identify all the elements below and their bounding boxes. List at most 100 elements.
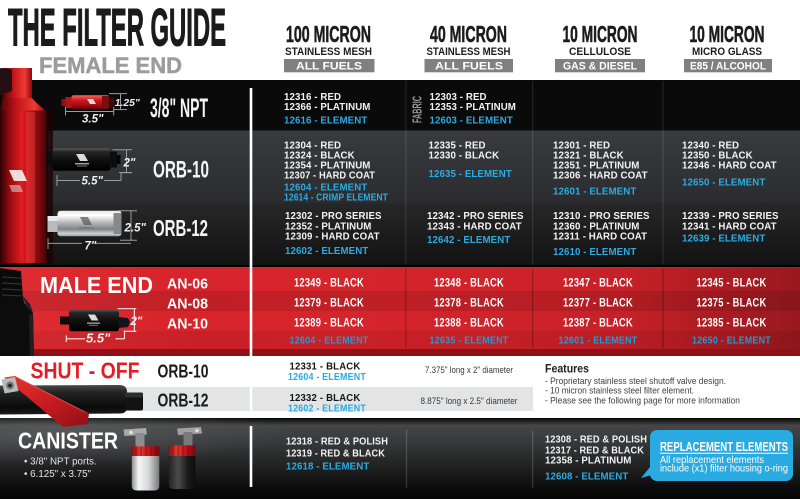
svg-text:12616 - ELEMENT: 12616 - ELEMENT [284, 116, 367, 127]
svg-text:12302 - PRO SERIES: 12302 - PRO SERIES [285, 211, 382, 222]
svg-text:12639 - ELEMENT: 12639 - ELEMENT [682, 234, 765, 245]
svg-text:ORB-12: ORB-12 [158, 391, 209, 411]
svg-text:2": 2" [123, 158, 136, 170]
svg-text:12348 - BLACK: 12348 - BLACK [434, 278, 504, 290]
svg-text:- 10 micron stainless steel fi: - 10 micron stainless steel filter eleme… [545, 385, 694, 396]
svg-text:12635 - ELEMENT: 12635 - ELEMENT [429, 169, 512, 180]
svg-text:ORB-10: ORB-10 [158, 362, 209, 382]
svg-text:Features: Features [545, 362, 589, 376]
svg-text:12350 - BLACK: 12350 - BLACK [682, 151, 753, 162]
svg-text:3.5": 3.5" [82, 114, 104, 126]
svg-text:12366 - PLATINUM: 12366 - PLATINUM [284, 102, 370, 113]
svg-text:12310 - PRO SERIES: 12310 - PRO SERIES [553, 211, 650, 222]
svg-text:12316 - RED: 12316 - RED [284, 92, 341, 103]
svg-text:2": 2" [130, 316, 143, 328]
svg-text:12317 - RED & BLACK: 12317 - RED & BLACK [545, 446, 644, 457]
svg-text:AN-10: AN-10 [167, 317, 208, 333]
svg-text:12378 - BLACK: 12378 - BLACK [434, 298, 504, 310]
svg-text:12635 - ELEMENT: 12635 - ELEMENT [430, 335, 509, 347]
svg-text:ALL FUELS: ALL FUELS [296, 61, 362, 73]
svg-text:12324 - BLACK: 12324 - BLACK [284, 151, 355, 162]
svg-text:12352 - PLATINUM: 12352 - PLATINUM [285, 221, 371, 232]
svg-text:12354 - PLATINUM: 12354 - PLATINUM [284, 161, 370, 172]
svg-text:7.375" long x 2" diameter: 7.375" long x 2" diameter [425, 365, 513, 375]
svg-text:12377 - BLACK: 12377 - BLACK [563, 298, 633, 310]
svg-text:12353 - PLATINUM: 12353 - PLATINUM [430, 102, 516, 113]
svg-text:12387 - BLACK: 12387 - BLACK [563, 318, 633, 330]
svg-text:1.25": 1.25" [115, 98, 140, 109]
svg-text:12602 - ELEMENT: 12602 - ELEMENT [288, 403, 366, 414]
svg-text:12608 - ELEMENT: 12608 - ELEMENT [545, 472, 628, 483]
svg-text:12342 - PRO SERIES: 12342 - PRO SERIES [427, 211, 524, 222]
svg-text:12335 - RED: 12335 - RED [429, 141, 486, 152]
svg-text:include (x1) filter housing o-: include (x1) filter housing o-ring [660, 464, 788, 475]
svg-text:7": 7" [85, 241, 97, 253]
svg-text:12340 - RED: 12340 - RED [682, 141, 739, 152]
svg-text:12349 - BLACK: 12349 - BLACK [294, 278, 364, 290]
svg-text:12358 - PLATINUM: 12358 - PLATINUM [545, 456, 631, 467]
svg-text:ALL FUELS: ALL FUELS [435, 61, 503, 73]
svg-text:12307 - HARD COAT: 12307 - HARD COAT [284, 171, 375, 182]
svg-text:MALE END: MALE END [40, 272, 153, 298]
svg-text:12601 - ELEMENT: 12601 - ELEMENT [559, 335, 638, 347]
svg-text:12309 - HARD COAT: 12309 - HARD COAT [285, 232, 380, 243]
svg-text:STAINLESS MESH: STAINLESS MESH [285, 46, 372, 58]
svg-text:12339 - PRO SERIES: 12339 - PRO SERIES [682, 211, 779, 222]
svg-text:12308 - RED & POLISH: 12308 - RED & POLISH [545, 435, 647, 446]
svg-text:12345 - BLACK: 12345 - BLACK [697, 278, 767, 290]
svg-text:E85 / ALCOHOL: E85 / ALCOHOL [690, 61, 766, 73]
svg-text:8.875" long x 2.5" diameter: 8.875" long x 2.5" diameter [421, 396, 518, 406]
svg-text:12385 - BLACK: 12385 - BLACK [697, 318, 767, 330]
svg-text:12319 - RED & BLACK: 12319 - RED & BLACK [286, 449, 385, 460]
svg-text:5.5": 5.5" [86, 331, 111, 346]
svg-text:AN-06: AN-06 [167, 277, 208, 293]
svg-text:12379 - BLACK: 12379 - BLACK [294, 298, 364, 310]
svg-text:12603 - ELEMENT: 12603 - ELEMENT [430, 116, 513, 127]
svg-text:12304 - RED: 12304 - RED [284, 141, 341, 152]
svg-text:12306 - HARD COAT: 12306 - HARD COAT [553, 171, 648, 182]
svg-text:12360 - PLATINUM: 12360 - PLATINUM [553, 221, 639, 232]
svg-text:40 MICRON: 40 MICRON [430, 21, 507, 47]
svg-text:12610 - ELEMENT: 12610 - ELEMENT [553, 247, 636, 258]
svg-text:10 MICRON: 10 MICRON [690, 21, 765, 47]
svg-text:FABRIC: FABRIC [411, 96, 425, 123]
svg-text:5.5": 5.5" [82, 176, 104, 188]
svg-text:2.5": 2.5" [124, 223, 147, 235]
svg-text:100 MICRON: 100 MICRON [286, 21, 371, 47]
svg-text:SHUT - OFF: SHUT - OFF [31, 358, 140, 384]
svg-text:12650 - ELEMENT: 12650 - ELEMENT [682, 178, 765, 189]
svg-text:3/8" NPT: 3/8" NPT [150, 93, 208, 123]
svg-text:GAS & DIESEL: GAS & DIESEL [563, 61, 637, 73]
svg-text:ORB-10: ORB-10 [153, 157, 209, 184]
svg-text:• 6.125" x 3.75": • 6.125" x 3.75" [24, 469, 92, 480]
svg-text:STAINLESS MESH: STAINLESS MESH [427, 46, 511, 58]
svg-text:12346 - HARD COAT: 12346 - HARD COAT [682, 161, 777, 172]
svg-text:12389 - BLACK: 12389 - BLACK [294, 318, 364, 330]
svg-text:MICRO GLASS: MICRO GLASS [692, 46, 762, 58]
svg-text:12601 - ELEMENT: 12601 - ELEMENT [553, 187, 636, 198]
svg-text:10 MICRON: 10 MICRON [563, 21, 638, 47]
svg-text:12341 - HARD COAT: 12341 - HARD COAT [682, 221, 777, 232]
svg-text:12332 - BLACK: 12332 - BLACK [290, 393, 361, 404]
svg-text:REPLACEMENT ELEMENTS: REPLACEMENT ELEMENTS [660, 439, 788, 454]
svg-text:12311 - HARD COAT: 12311 - HARD COAT [553, 232, 647, 243]
svg-text:• 3/8" NPT ports.: • 3/8" NPT ports. [24, 457, 97, 468]
svg-text:12604 - ELEMENT: 12604 - ELEMENT [290, 335, 369, 347]
svg-text:12321 - BLACK: 12321 - BLACK [553, 151, 624, 162]
svg-text:CELLULOSE: CELLULOSE [569, 46, 631, 58]
svg-text:12618 - ELEMENT: 12618 - ELEMENT [286, 462, 369, 473]
svg-text:AN-08: AN-08 [167, 297, 208, 313]
svg-text:12388 - BLACK: 12388 - BLACK [434, 318, 504, 330]
svg-text:12303 - RED: 12303 - RED [430, 92, 487, 103]
svg-text:12351 - PLATINUM: 12351 - PLATINUM [553, 161, 639, 172]
svg-text:12347 - BLACK: 12347 - BLACK [563, 278, 633, 290]
svg-text:ORB-12: ORB-12 [153, 215, 208, 241]
svg-text:- Please see the following pag: - Please see the following page for more… [545, 394, 740, 405]
svg-text:12343 - HARD COAT: 12343 - HARD COAT [427, 221, 522, 232]
svg-text:- Proprietary stainless steel: - Proprietary stainless steel shutoff va… [545, 375, 726, 386]
svg-text:12330 - BLACK: 12330 - BLACK [429, 151, 500, 162]
svg-text:12614 - CRIMP ELEMENT: 12614 - CRIMP ELEMENT [284, 193, 388, 204]
svg-text:12375 - BLACK: 12375 - BLACK [697, 298, 767, 310]
svg-text:12650 - ELEMENT: 12650 - ELEMENT [692, 335, 771, 347]
svg-text:12331 - BLACK: 12331 - BLACK [290, 361, 361, 372]
